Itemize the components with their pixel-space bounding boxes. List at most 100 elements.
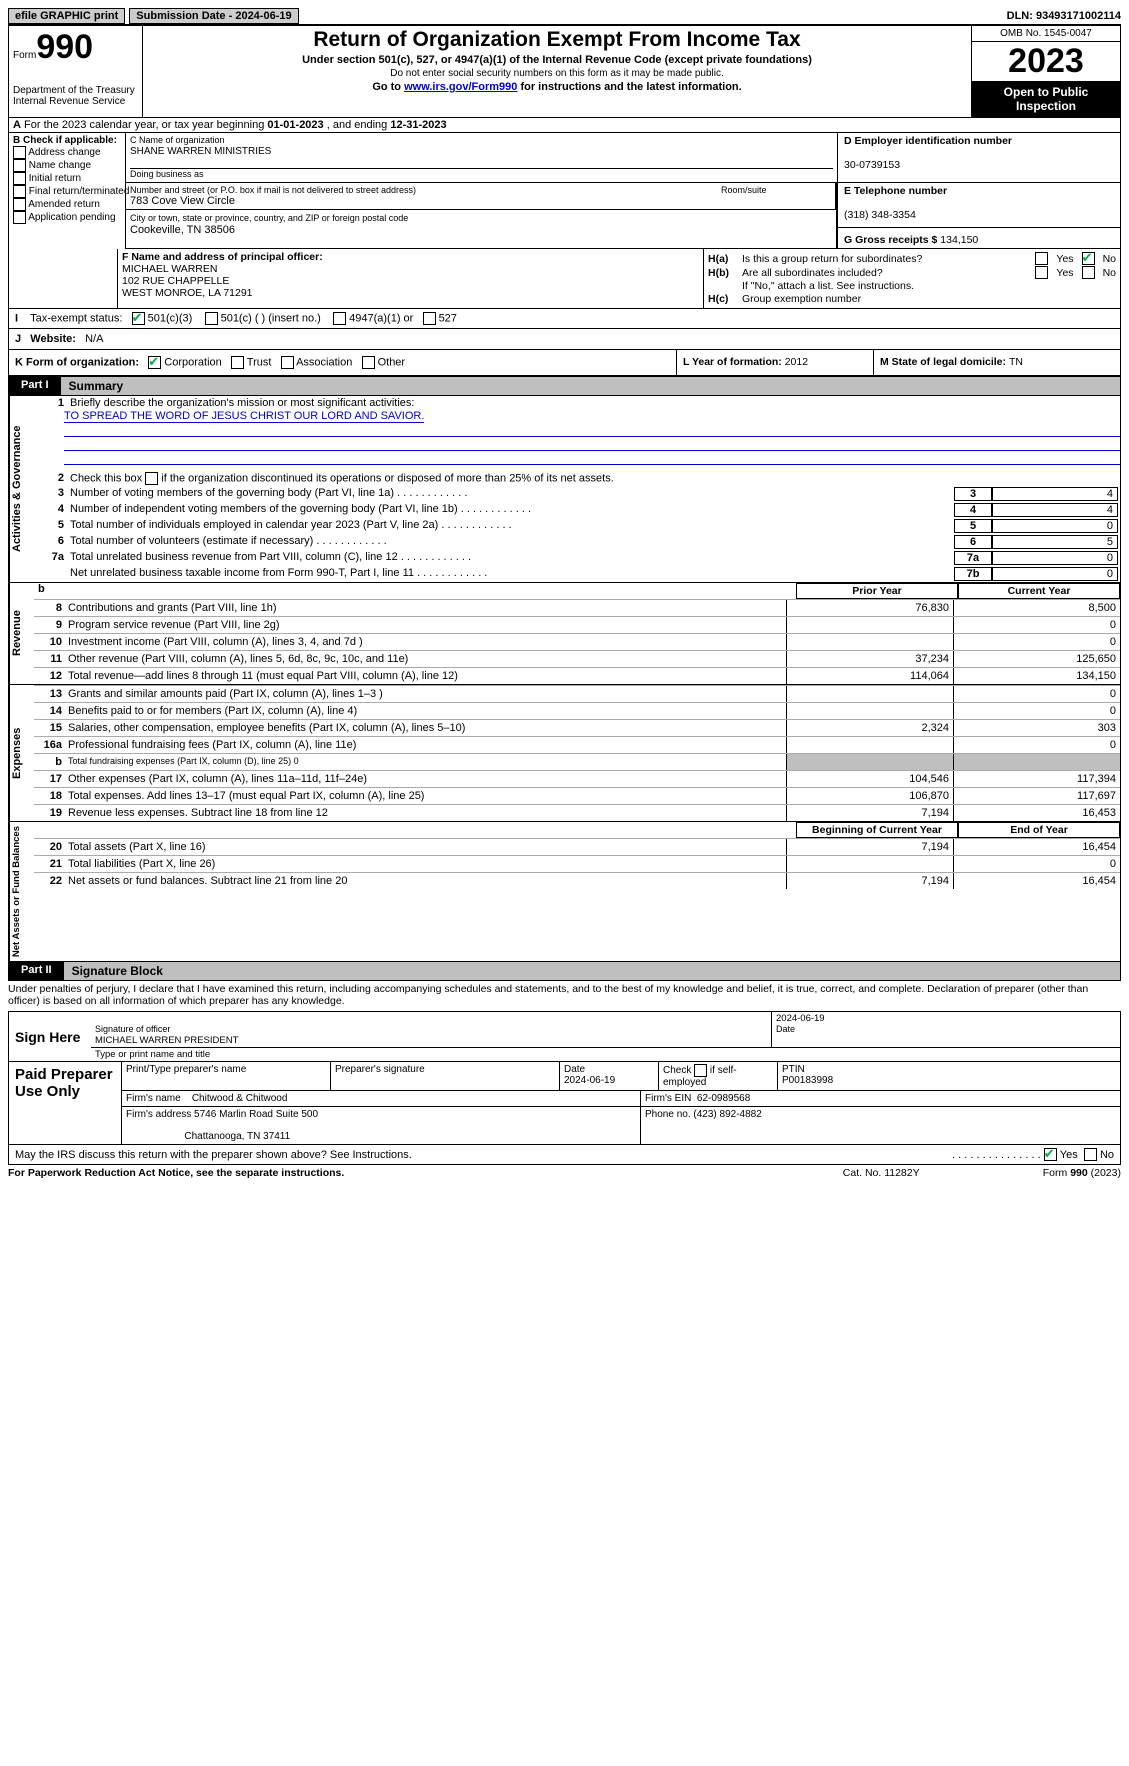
footer-right: Form 990 (2023) [1043, 1167, 1121, 1179]
sign-here-label: Sign Here [9, 1012, 91, 1061]
section-revenue: Revenue b Prior Year Current Year 8Contr… [8, 583, 1121, 685]
subtitle-2: Do not enter social security numbers on … [149, 68, 965, 79]
firm-address: Firm's address 5746 Marlin Road Suite 50… [122, 1107, 640, 1144]
box-c-street: Number and street (or P.O. box if mail i… [126, 183, 717, 210]
cb-app-pending[interactable] [13, 211, 26, 224]
line-11: 11Other revenue (Part VIII, column (A), … [34, 650, 1120, 667]
type-name-label: Type or print name and title [91, 1048, 1120, 1061]
prep-ptin: PTINP00183998 [777, 1062, 1120, 1090]
section-net-assets: Net Assets or Fund Balances Beginning of… [8, 822, 1121, 962]
gov-line-7a: 7aTotal unrelated business revenue from … [34, 550, 1120, 566]
cb-address-change[interactable] [13, 146, 26, 159]
form-header: Form990 Department of the Treasury Inter… [8, 24, 1121, 118]
part2-header: Part IISignature Block [8, 962, 1121, 981]
line-17: 17Other expenses (Part IX, column (A), l… [34, 770, 1120, 787]
line-20: 20Total assets (Part X, line 16) 7,19416… [34, 838, 1120, 855]
tax-year: 2023 [972, 42, 1120, 81]
line-8: 8Contributions and grants (Part VIII, li… [34, 599, 1120, 616]
line-13: 13Grants and similar amounts paid (Part … [34, 685, 1120, 702]
discuss-yes[interactable] [1044, 1148, 1057, 1161]
box-e-phone: E Telephone number(318) 348-3354 [844, 185, 1114, 221]
firm-ein: Firm's EIN 62-0989568 [640, 1091, 1120, 1106]
signature-block: Sign Here Signature of officerMICHAEL WA… [8, 1011, 1121, 1145]
line-15: 15Salaries, other compensation, employee… [34, 719, 1120, 736]
gov-line-4: 4Number of independent voting members of… [34, 502, 1120, 518]
box-m-state: M State of legal domicile: TN [873, 350, 1120, 375]
row-i-status: I Tax-exempt status: 501(c)(3) 501(c) ( … [8, 309, 1121, 329]
ha-no[interactable] [1082, 252, 1095, 265]
officer-signature: Signature of officerMICHAEL WARREN PRESI… [91, 1012, 771, 1047]
form-number: 990 [36, 28, 93, 66]
cb-initial-return[interactable] [13, 172, 26, 185]
prep-self-emp: Check if self-employed [658, 1062, 777, 1090]
cb-501c[interactable] [205, 312, 218, 325]
gov-line-5: 5Total number of individuals employed in… [34, 518, 1120, 534]
hb-yes[interactable] [1035, 266, 1048, 279]
line-9: 9Program service revenue (Part VIII, lin… [34, 616, 1120, 633]
subtitle-3: Go to www.irs.gov/Form990 for instructio… [149, 81, 965, 93]
omb-number: OMB No. 1545-0047 [972, 26, 1120, 42]
row-j-website: J Website: N/A [8, 329, 1121, 350]
line-21: 21Total liabilities (Part X, line 26) 0 [34, 855, 1120, 872]
box-f-officer: F Name and address of principal officer:… [118, 249, 703, 308]
perjury-declaration: Under penalties of perjury, I declare th… [8, 981, 1121, 1009]
line-18: 18Total expenses. Add lines 13–17 (must … [34, 787, 1120, 804]
row-klm: K Form of organization: Corporation Trus… [8, 350, 1121, 376]
cb-name-change[interactable] [13, 159, 26, 172]
cb-final-return[interactable] [13, 185, 26, 198]
box-h: H(a)Is this a group return for subordina… [703, 249, 1120, 308]
page-footer: For Paperwork Reduction Act Notice, see … [8, 1165, 1121, 1179]
gov-line-3: 3Number of voting members of the governi… [34, 486, 1120, 502]
block-fh: F Name and address of principal officer:… [8, 249, 1121, 309]
subtitle-1: Under section 501(c), 527, or 4947(a)(1)… [149, 54, 965, 66]
cb-501c3[interactable] [132, 312, 145, 325]
row-a-tax-year: A For the 2023 calendar year, or tax yea… [8, 118, 1121, 133]
prep-sig-hdr: Preparer's signature [330, 1062, 559, 1090]
tab-revenue: Revenue [9, 583, 34, 684]
cb-527[interactable] [423, 312, 436, 325]
line1-label: Briefly describe the organization's miss… [70, 397, 1118, 409]
firm-phone: Phone no. (423) 892-4882 [640, 1107, 1120, 1144]
line-14: 14Benefits paid to or for members (Part … [34, 702, 1120, 719]
box-c-name: C Name of organization SHANE WARREN MINI… [126, 133, 837, 182]
section-expenses: Expenses 13Grants and similar amounts pa… [8, 685, 1121, 822]
line-16a: 16aProfessional fundraising fees (Part I… [34, 736, 1120, 753]
paid-preparer-label: Paid Preparer Use Only [9, 1062, 121, 1144]
footer-left: For Paperwork Reduction Act Notice, see … [8, 1167, 843, 1179]
cb-assoc[interactable] [281, 356, 294, 369]
form-title: Return of Organization Exempt From Incom… [149, 28, 965, 52]
box-d-ein: D Employer identification number 30-0739… [837, 133, 1120, 182]
hb-no[interactable] [1082, 266, 1095, 279]
block-bcd: B Check if applicable: Address change Na… [8, 133, 1121, 249]
open-inspection: Open to Public Inspection [972, 81, 1120, 117]
line-22: 22Net assets or fund balances. Subtract … [34, 872, 1120, 889]
cb-trust[interactable] [231, 356, 244, 369]
hdr-current-year: Current Year [958, 583, 1120, 599]
instructions-link[interactable]: www.irs.gov/Form990 [404, 81, 517, 93]
ha-yes[interactable] [1035, 252, 1048, 265]
submission-date: Submission Date - 2024-06-19 [129, 8, 298, 24]
discuss-no[interactable] [1084, 1148, 1097, 1161]
cb-self-employed[interactable] [694, 1064, 707, 1077]
hdr-end-year: End of Year [958, 822, 1120, 838]
gov-line-7b: Net unrelated business taxable income fr… [34, 566, 1120, 582]
dept-label: Department of the Treasury Internal Reve… [13, 85, 138, 107]
cb-other[interactable] [362, 356, 375, 369]
form-word: Form [13, 50, 36, 61]
cb-amended[interactable] [13, 198, 26, 211]
line2: Check this box if the organization disco… [70, 472, 1118, 485]
box-b: B Check if applicable: Address change Na… [9, 133, 126, 249]
col-b-label: b [34, 583, 66, 599]
firm-name: Firm's name Chitwood & Chitwood [122, 1091, 640, 1106]
line-19: 19Revenue less expenses. Subtract line 1… [34, 804, 1120, 821]
box-g-receipts: G Gross receipts $ 134,150 [844, 234, 1114, 246]
tab-expenses: Expenses [9, 685, 34, 821]
prep-name-hdr: Print/Type preparer's name [122, 1062, 330, 1090]
cb-corp[interactable] [148, 356, 161, 369]
section-governance: Activities & Governance 1Briefly describ… [8, 396, 1121, 583]
line-b: bTotal fundraising expenses (Part IX, co… [34, 753, 1120, 770]
cb-discontinued[interactable] [145, 472, 158, 485]
footer-cat: Cat. No. 11282Y [843, 1167, 1043, 1179]
cb-4947[interactable] [333, 312, 346, 325]
efile-button[interactable]: efile GRAPHIC print [8, 8, 125, 24]
